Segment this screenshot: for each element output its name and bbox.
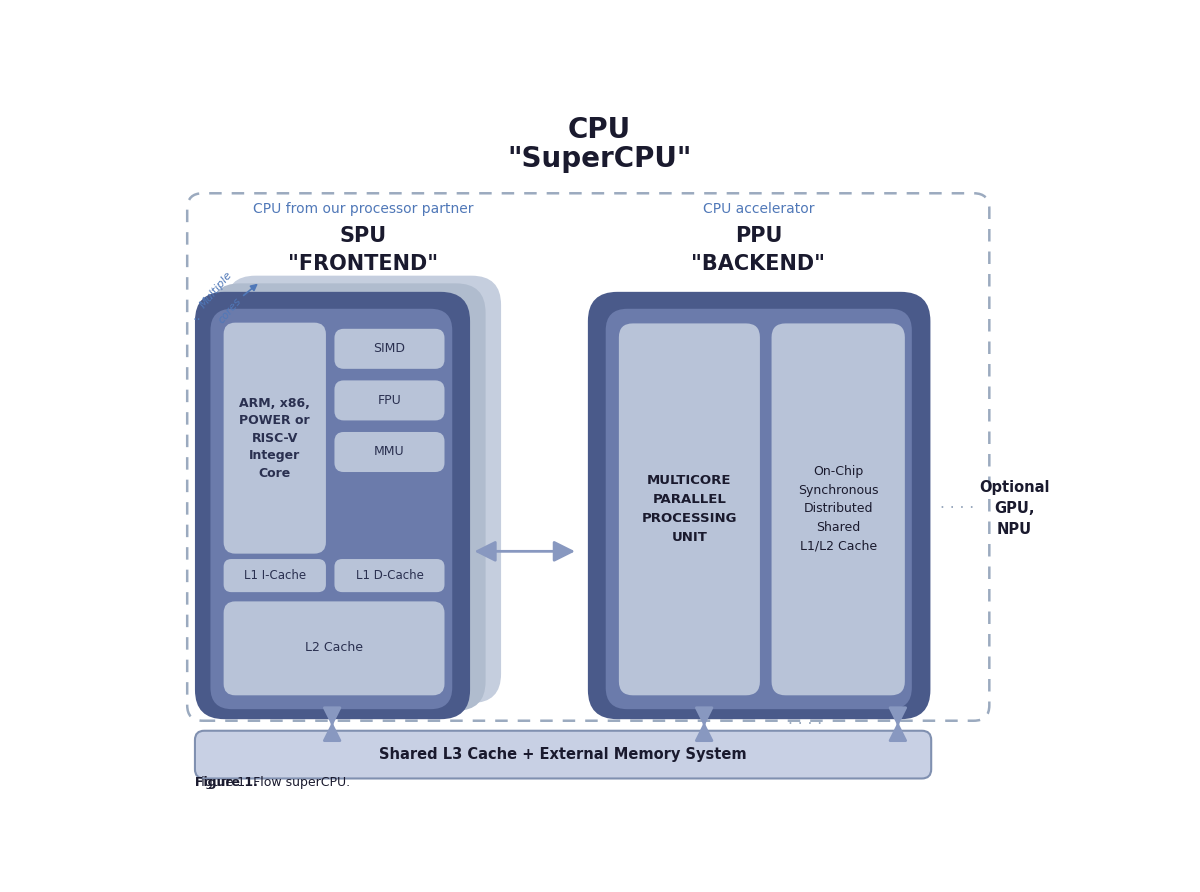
FancyBboxPatch shape: [619, 324, 760, 696]
FancyBboxPatch shape: [223, 601, 444, 696]
FancyBboxPatch shape: [223, 323, 326, 554]
Text: ARM, x86,
POWER or
RISC-V
Integer
Core: ARM, x86, POWER or RISC-V Integer Core: [239, 397, 311, 480]
Text: SIMD: SIMD: [373, 343, 406, 355]
Text: · · · ·: · · · ·: [788, 717, 822, 732]
Text: Multiple: Multiple: [198, 269, 234, 310]
Text: L1 I-Cache: L1 I-Cache: [244, 569, 306, 582]
Text: Optional
GPU,
NPU: Optional GPU, NPU: [979, 481, 1049, 538]
Text: CPU from our processor partner: CPU from our processor partner: [253, 202, 473, 216]
Text: · · · ·: · · · ·: [941, 501, 974, 516]
Text: L2 Cache: L2 Cache: [305, 641, 364, 654]
Text: ··: ··: [192, 313, 200, 327]
FancyBboxPatch shape: [210, 309, 452, 709]
FancyBboxPatch shape: [606, 309, 912, 709]
FancyBboxPatch shape: [194, 292, 470, 719]
Text: MMU: MMU: [374, 445, 404, 458]
FancyBboxPatch shape: [223, 559, 326, 592]
FancyBboxPatch shape: [194, 731, 931, 779]
FancyBboxPatch shape: [210, 284, 486, 711]
Text: "FRONTEND": "FRONTEND": [288, 254, 438, 274]
FancyBboxPatch shape: [772, 324, 905, 696]
FancyBboxPatch shape: [335, 432, 444, 472]
Text: CPU: CPU: [568, 116, 631, 145]
Text: On-Chip
Synchronous
Distributed
Shared
L1/L2 Cache: On-Chip Synchronous Distributed Shared L…: [798, 466, 878, 552]
FancyBboxPatch shape: [335, 329, 444, 368]
FancyBboxPatch shape: [226, 276, 502, 703]
Text: PPU: PPU: [734, 226, 782, 245]
Text: "BACKEND": "BACKEND": [691, 254, 826, 274]
Text: MULTICORE
PARALLEL
PROCESSING
UNIT: MULTICORE PARALLEL PROCESSING UNIT: [642, 474, 737, 544]
Text: L1 D-Cache: L1 D-Cache: [355, 569, 424, 582]
Text: SPU: SPU: [340, 226, 386, 245]
Text: "SuperCPU": "SuperCPU": [508, 145, 691, 173]
Text: cores: cores: [216, 295, 242, 325]
FancyBboxPatch shape: [588, 292, 930, 719]
Text: Figure 1.: Figure 1.: [194, 776, 258, 789]
Text: FPU: FPU: [378, 394, 401, 407]
Text: CPU accelerator: CPU accelerator: [703, 202, 814, 216]
FancyBboxPatch shape: [335, 559, 444, 592]
FancyBboxPatch shape: [335, 380, 444, 420]
Text: Figure 1. Flow superCPU.: Figure 1. Flow superCPU.: [194, 776, 350, 789]
Text: Shared L3 Cache + External Memory System: Shared L3 Cache + External Memory System: [379, 747, 746, 762]
